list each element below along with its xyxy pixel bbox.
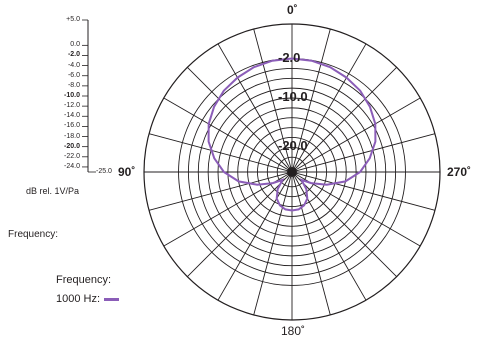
scale-label-m16-0: -16.0 (64, 122, 80, 130)
spoke-30 (293, 43, 367, 170)
angle-label-270: 270˚ (447, 165, 472, 179)
angle-label-90: 90˚ (118, 165, 136, 179)
scale-label-0-0: 0.0 (70, 41, 80, 49)
ring-label-m10-0: -10.0 (278, 89, 308, 104)
ring-label-m20-0: -20.0 (278, 138, 308, 154)
spoke-255 (148, 172, 290, 211)
series-1000hz-line (207, 57, 377, 212)
units-label: dB rel. 1V/Pa (26, 186, 80, 196)
spoke-240 (163, 173, 290, 247)
angle-label-0: 0˚ (287, 3, 298, 17)
spoke-345 (253, 28, 292, 170)
spoke-315 (187, 67, 291, 171)
spoke-150 (293, 174, 367, 301)
spoke-120 (294, 173, 421, 247)
db-scale-axis (82, 19, 96, 173)
scale-label-m6-0: -6.0 (67, 71, 80, 79)
spoke-330 (217, 43, 291, 170)
scale-label-m22-0: -22.0 (64, 152, 80, 160)
center-dot (287, 167, 297, 177)
frequency-label: Frequency: (8, 229, 59, 240)
scale-label-m24-0: -24.0 (64, 162, 80, 170)
legend-swatch (104, 297, 120, 301)
scale-label-p5-0: +5.0 (66, 16, 80, 23)
polar-grid (143, 23, 441, 321)
spoke-300 (163, 97, 290, 171)
spoke-105 (294, 172, 436, 211)
scale-label-m2-0: -2.0 (67, 51, 80, 59)
scale-label-m18-0: -18.0 (64, 132, 80, 140)
ring-label-m2-0: -2.0 (278, 49, 301, 65)
scale-label-m25-0: -25.0 (96, 168, 112, 175)
spoke-285 (148, 133, 290, 172)
spoke-15 (292, 28, 331, 170)
spoke-195 (253, 174, 292, 316)
spoke-45 (293, 67, 397, 171)
angle-label-180: 180˚ (281, 324, 306, 338)
spoke-135 (293, 173, 397, 277)
scale-label-m8-0: -8.0 (67, 81, 80, 89)
spoke-165 (292, 174, 331, 316)
spoke-60 (294, 97, 421, 171)
legend-title: Frequency: (56, 274, 112, 286)
scale-label-m10-0: -10.0 (64, 92, 80, 99)
spoke-225 (187, 173, 291, 277)
scale-label-m12-0: -12.0 (64, 102, 80, 110)
scale-label-m14-0: -14.0 (64, 112, 80, 120)
scale-label-m4-0: -4.0 (67, 61, 80, 69)
spoke-210 (217, 174, 291, 301)
scale-label-m20-0: -20.0 (64, 142, 80, 150)
legend-series-label: 1000 Hz: (56, 293, 101, 305)
legend-entry-1000hz: 1000 Hz: (56, 293, 120, 305)
spoke-75 (294, 133, 436, 172)
